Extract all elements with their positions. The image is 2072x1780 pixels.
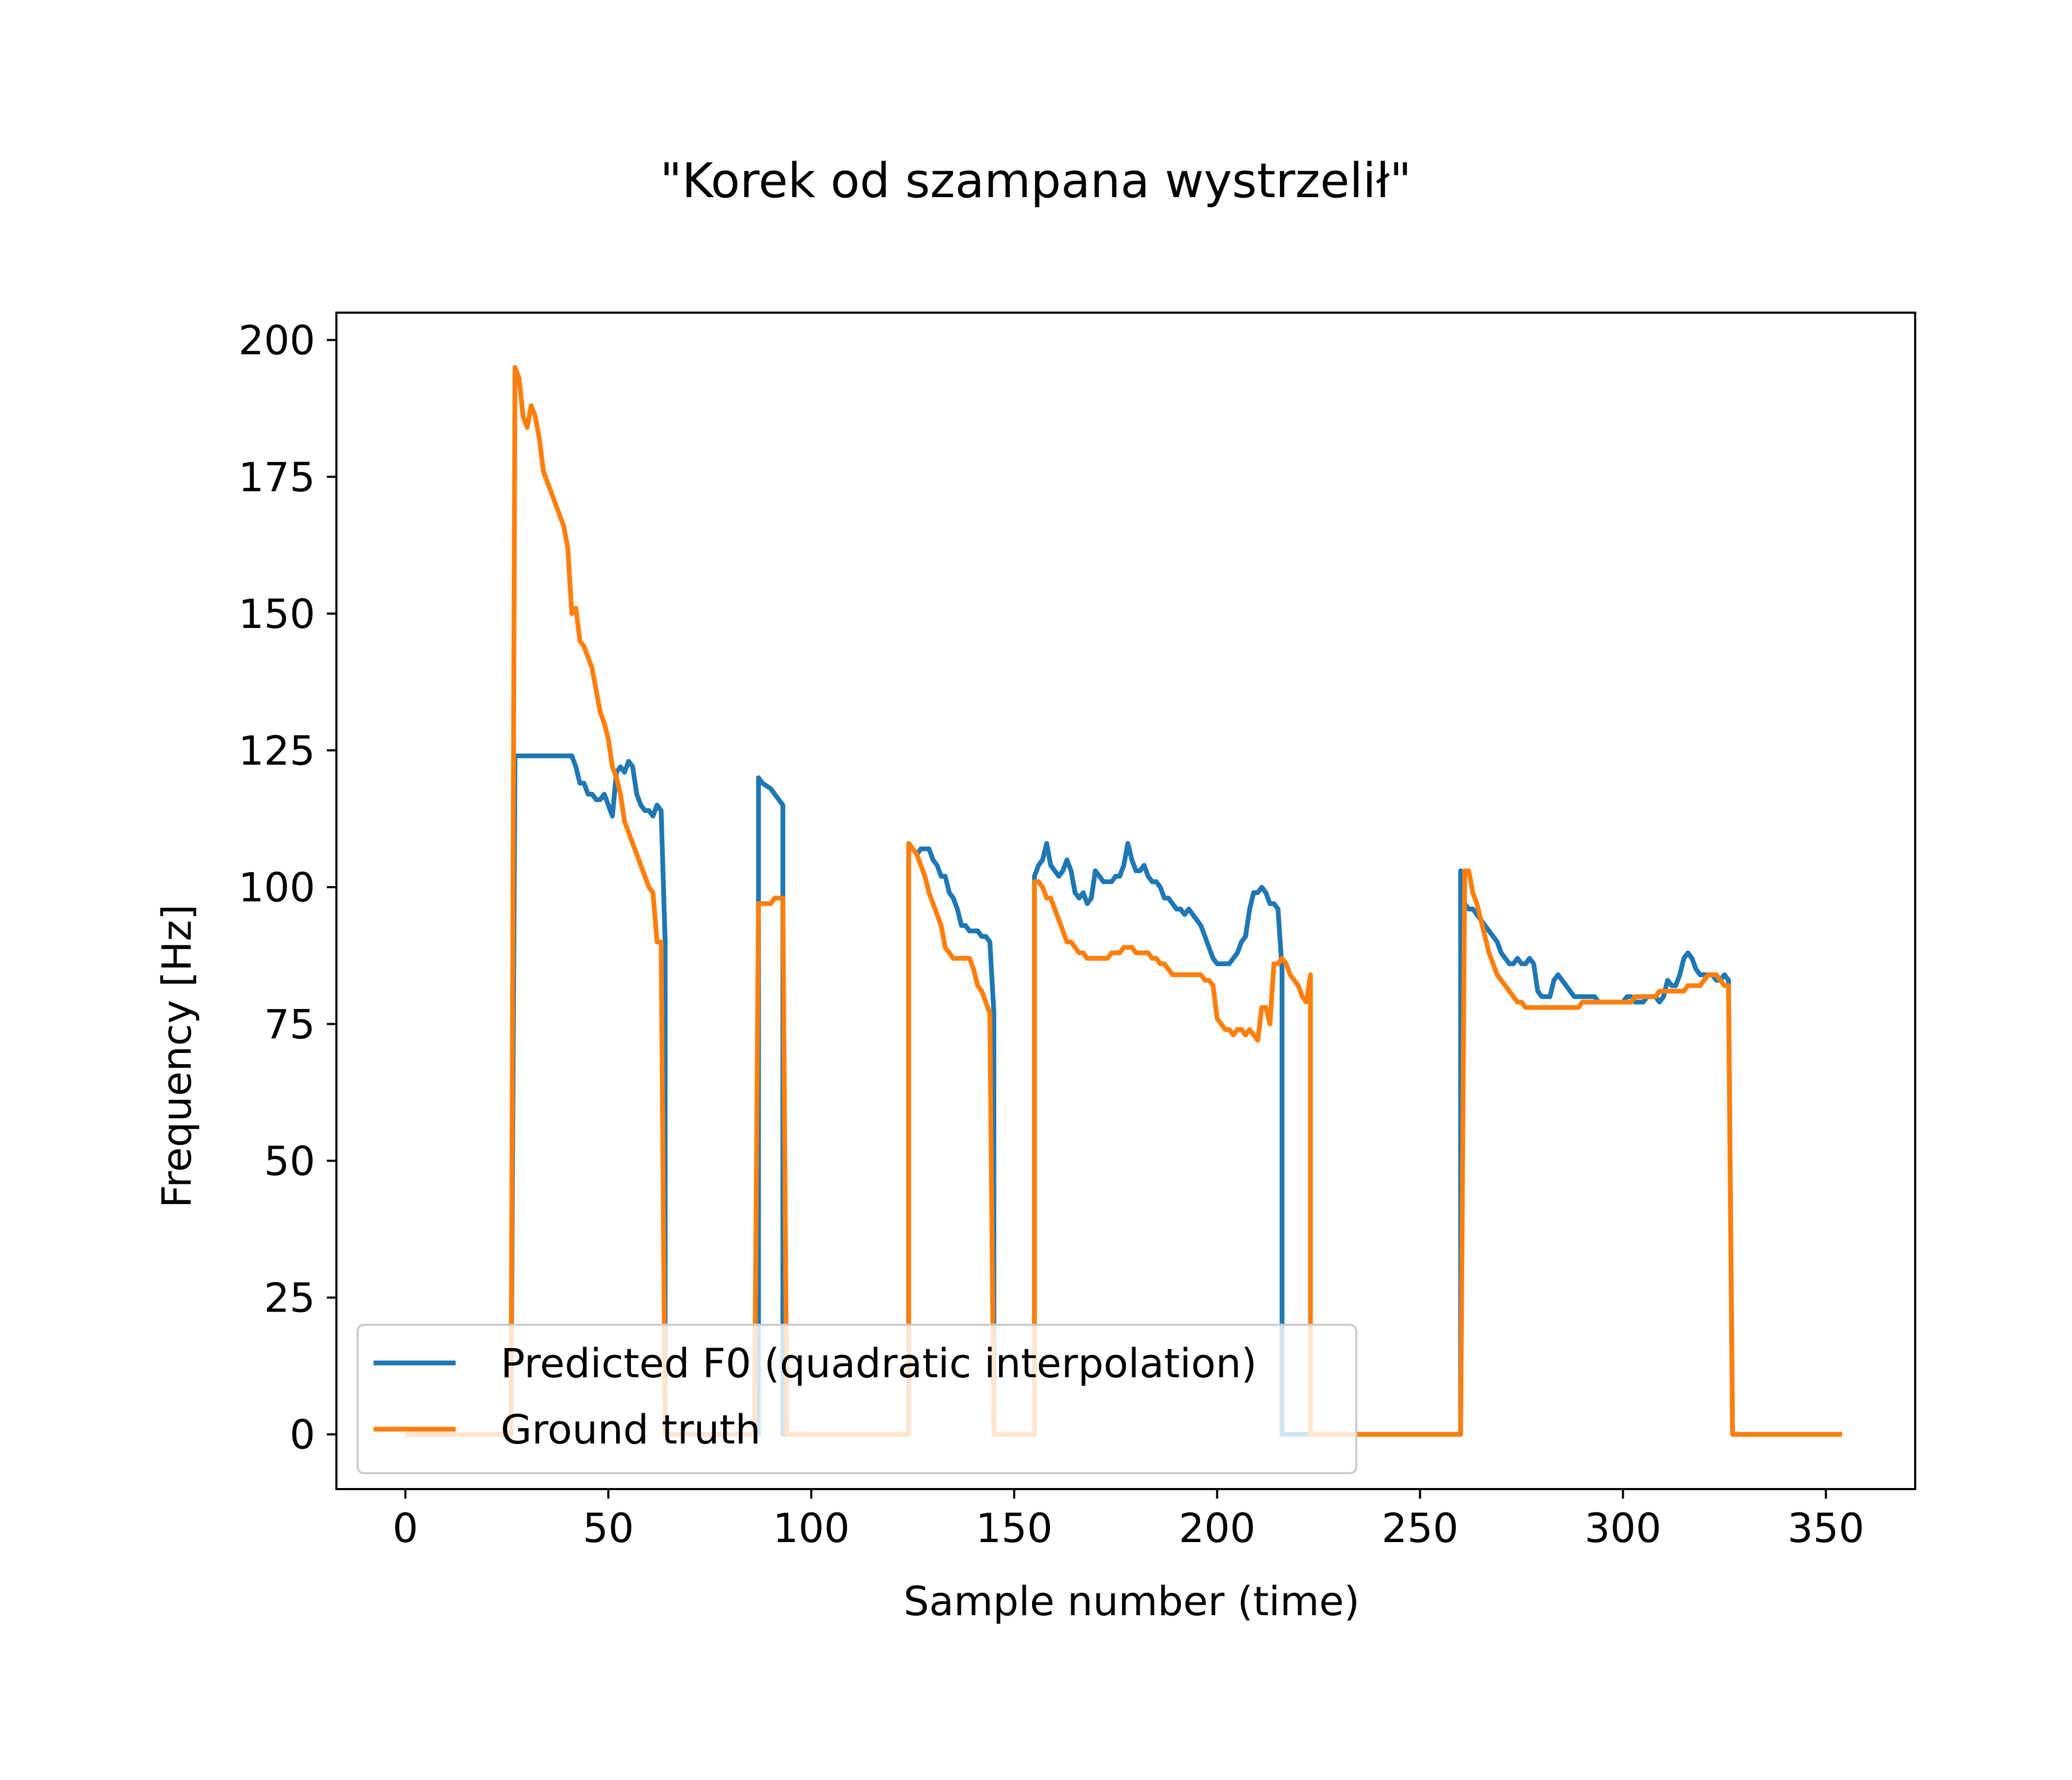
x-tick-label: 200 bbox=[1179, 1504, 1256, 1552]
y-tick-label: 125 bbox=[238, 727, 315, 774]
x-tick-label: 100 bbox=[773, 1504, 850, 1552]
x-tick-label: 300 bbox=[1585, 1504, 1661, 1552]
y-tick-label: 100 bbox=[238, 864, 315, 911]
x-tick-label: 350 bbox=[1788, 1504, 1864, 1552]
axes: 0 50 100 150 200 250 300 350 0 25 50 75 100 125 150 175… bbox=[238, 312, 1916, 1552]
x-tick-label: 250 bbox=[1382, 1504, 1459, 1552]
y-tick-label: 50 bbox=[264, 1137, 315, 1184]
series-line-ground-truth bbox=[405, 365, 1843, 1437]
x-tick-label: 150 bbox=[976, 1504, 1053, 1552]
x-tick-label: 50 bbox=[583, 1504, 634, 1552]
y-tick-label: 0 bbox=[290, 1411, 315, 1458]
y-tick-label: 150 bbox=[238, 590, 315, 637]
chart-title: "Korek od szampana wystrzelił" bbox=[660, 153, 1412, 209]
y-tick-label: 175 bbox=[238, 454, 315, 501]
axes-frame bbox=[335, 312, 1916, 1490]
plot-area bbox=[405, 365, 1843, 1437]
y-tick-label: 200 bbox=[238, 317, 315, 364]
y-tick-label: 25 bbox=[264, 1274, 315, 1322]
legend-label: Ground truth bbox=[501, 1406, 761, 1453]
y-axis-label: Frequency [Hz] bbox=[153, 904, 200, 1208]
x-tick-label: 0 bbox=[393, 1504, 418, 1552]
y-tick-label: 75 bbox=[264, 1000, 315, 1048]
legend-label: Predicted F0 (quadratic interpolation) bbox=[501, 1340, 1257, 1387]
x-axis-label: Sample number (time) bbox=[904, 1578, 1360, 1625]
legend-box bbox=[357, 1324, 1357, 1474]
legend: Predicted F0 (quadratic interpolation) Gr… bbox=[357, 1324, 1357, 1474]
